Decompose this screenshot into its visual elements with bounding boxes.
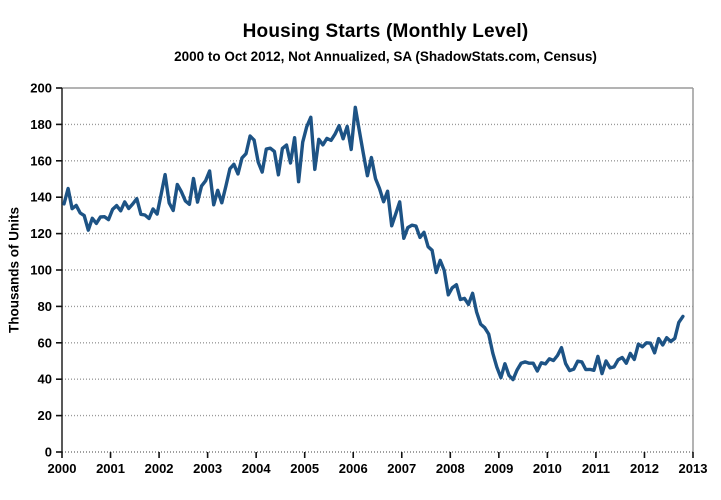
x-tick-label: 2001 (96, 461, 125, 476)
y-tick-label: 0 (45, 445, 52, 460)
chart-title: Housing Starts (Monthly Level) (242, 21, 529, 42)
y-tick-label: 60 (38, 335, 52, 350)
y-tick-label: 140 (30, 190, 52, 205)
y-tick-label: 80 (38, 299, 52, 314)
x-tick-label: 2008 (436, 461, 465, 476)
x-tick-label: 2013 (679, 461, 708, 476)
x-tick-label: 2007 (387, 461, 416, 476)
x-tick-label: 2003 (193, 461, 222, 476)
housing-starts-line (62, 105, 685, 382)
y-tick-label: 20 (38, 408, 52, 423)
x-tick-label: 2012 (630, 461, 659, 476)
chart-subtitle: 2000 to Oct 2012, Not Annualized, SA (Sh… (174, 49, 597, 64)
x-tick-label: 2000 (48, 461, 77, 476)
y-tick-label: 200 (30, 81, 52, 96)
x-tick-label: 2005 (290, 461, 319, 476)
x-tick-label: 2006 (339, 461, 368, 476)
x-tick-label: 2010 (533, 461, 562, 476)
y-tick-label: 40 (38, 372, 52, 387)
y-tick-label: 120 (30, 226, 52, 241)
y-tick-label: 160 (30, 153, 52, 168)
y-tick-label: 100 (30, 263, 52, 278)
y-tick-label: 180 (30, 117, 52, 132)
x-tick-label: 2004 (242, 461, 272, 476)
y-axis-title: Thousands of Units (6, 207, 22, 333)
x-tick-label: 2011 (582, 461, 610, 476)
x-tick-label: 2009 (484, 461, 513, 476)
x-tick-label: 2002 (145, 461, 174, 476)
